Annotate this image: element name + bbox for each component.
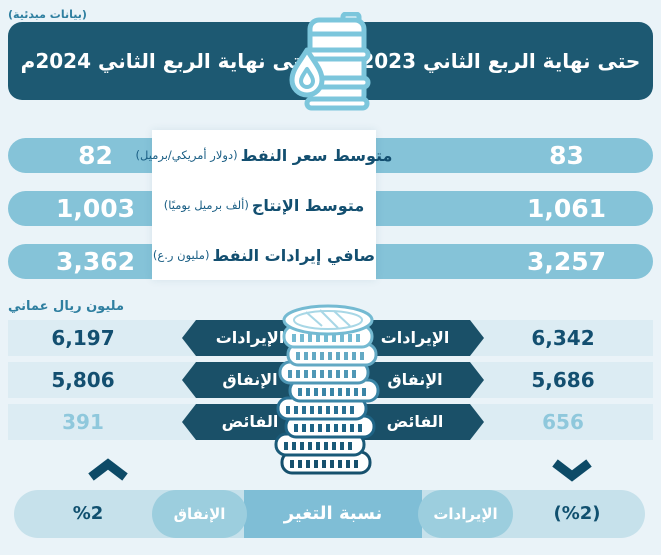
production-unit: (ألف برميل يوميًا) xyxy=(163,198,249,212)
production-label-row: متوسط الإنتاج (ألف برميل يوميًا) xyxy=(152,180,376,230)
revenues-2023-value: 6,342 xyxy=(531,326,595,350)
oil-price-2024-value: 82 xyxy=(78,141,113,170)
revenues-banner-right: الإيرادات xyxy=(356,320,484,356)
spending-pill: الإنفاق xyxy=(152,490,247,538)
surplus-2023-value: 656 xyxy=(542,410,584,434)
period-2024-label: حتى نهاية الربع الثاني 2024م xyxy=(20,49,316,73)
chevron-down-icon xyxy=(550,458,594,482)
change-rate-title: نسبة التغير xyxy=(244,490,422,538)
net-revenue-label: صافي إيرادات النفط xyxy=(212,245,376,265)
oil-price-label: متوسط سعر النفط xyxy=(240,145,393,165)
metric-labels-card: متوسط سعر النفط (دولار أمريكي/برميل) متو… xyxy=(136,130,393,280)
net-revenue-2023-value: 3,257 xyxy=(526,247,607,276)
net-revenue-label-row: صافي إيرادات النفط (مليون ر.ع) xyxy=(152,230,376,280)
period-2023-label: حتى نهاية الربع الثاني 2023م xyxy=(346,49,641,73)
production-2023-value: 1,061 xyxy=(526,194,607,223)
revenues-2024-value: 6,197 xyxy=(51,326,115,350)
oil-price-2023-value: 83 xyxy=(549,141,584,170)
spending-2023-value: 5,686 xyxy=(531,368,595,392)
net-revenue-2024-value: 3,362 xyxy=(55,247,136,276)
change-rate-bar: نسبة التغير الإيرادات الإنفاق (%2) %2 xyxy=(14,490,645,538)
surplus-2024-value: 391 xyxy=(62,410,104,434)
oil-barrel-icon xyxy=(286,11,378,112)
spending-2024-value: 5,806 xyxy=(51,368,115,392)
net-revenue-unit: (مليون ر.ع) xyxy=(152,248,210,262)
preliminary-data-note: (بيانات مبدئية) xyxy=(8,8,87,21)
revenues-change-value: (%2) xyxy=(553,503,601,524)
surplus-banner-right: الفائض xyxy=(356,404,484,440)
production-2024-value: 1,003 xyxy=(55,194,136,223)
oil-price-unit: (دولار أمريكي/برميل) xyxy=(135,148,238,162)
fiscal-unit-label: مليون ريال عماني xyxy=(8,299,124,314)
oil-price-label-row: متوسط سعر النفط (دولار أمريكي/برميل) xyxy=(136,130,393,180)
spending-change-value: %2 xyxy=(72,503,104,524)
revenues-pill: الإيرادات xyxy=(418,490,513,538)
production-label: متوسط الإنتاج xyxy=(251,195,365,215)
coin-stack-icon xyxy=(272,298,388,476)
chevron-up-icon xyxy=(86,458,130,482)
